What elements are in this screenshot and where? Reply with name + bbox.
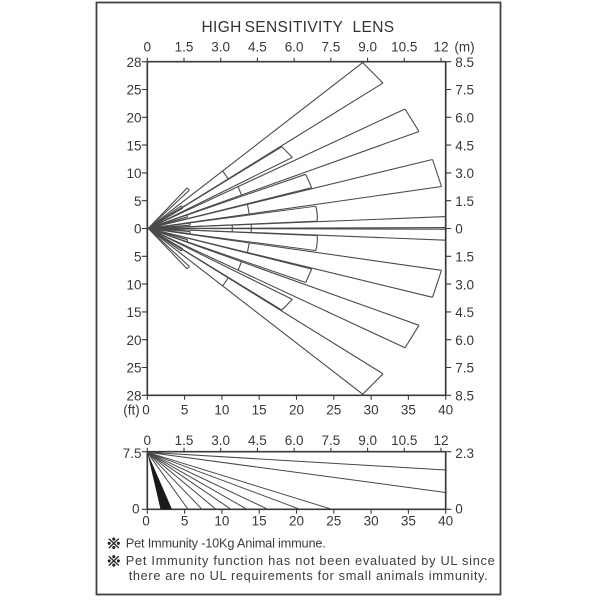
svg-text:5: 5 — [134, 250, 142, 265]
svg-text:5: 5 — [134, 194, 142, 209]
svg-text:there are no UL requirements f: there are no UL requirements for small a… — [129, 568, 488, 583]
svg-text:12: 12 — [433, 40, 448, 55]
svg-text:2.3: 2.3 — [455, 446, 474, 461]
svg-text:4.5: 4.5 — [248, 40, 267, 55]
svg-text:40: 40 — [438, 403, 453, 418]
svg-text:6.0: 6.0 — [285, 40, 304, 55]
svg-text:0: 0 — [134, 222, 142, 237]
svg-text:10: 10 — [214, 403, 229, 418]
svg-text:4.5: 4.5 — [455, 138, 474, 153]
svg-text:9.0: 9.0 — [358, 40, 377, 55]
svg-text:20: 20 — [289, 514, 304, 529]
svg-text:25: 25 — [126, 83, 141, 98]
svg-text:15: 15 — [126, 305, 141, 320]
svg-text:28: 28 — [126, 55, 141, 70]
svg-text:30: 30 — [364, 514, 379, 529]
svg-text:20: 20 — [126, 333, 141, 348]
svg-text:3.0: 3.0 — [211, 40, 230, 55]
svg-text:10.5: 10.5 — [391, 40, 417, 55]
svg-text:5: 5 — [181, 403, 189, 418]
svg-text:1.5: 1.5 — [175, 433, 194, 448]
svg-text:30: 30 — [364, 403, 379, 418]
svg-text:3.0: 3.0 — [455, 166, 474, 181]
svg-text:3.0: 3.0 — [211, 433, 230, 448]
svg-text:25: 25 — [326, 514, 341, 529]
svg-text:35: 35 — [401, 403, 416, 418]
svg-text:9.0: 9.0 — [358, 433, 377, 448]
svg-text:1.5: 1.5 — [455, 194, 474, 209]
svg-text:4.5: 4.5 — [248, 433, 267, 448]
svg-text:7.5: 7.5 — [322, 433, 341, 448]
svg-text:35: 35 — [401, 514, 416, 529]
svg-text:15: 15 — [252, 403, 267, 418]
svg-text:HIGH SENSITIVITY LENS: HIGH SENSITIVITY LENS — [202, 19, 395, 36]
svg-text:25: 25 — [326, 403, 341, 418]
svg-text:25: 25 — [126, 361, 141, 376]
svg-text:10: 10 — [126, 166, 141, 181]
svg-text:7.5: 7.5 — [322, 40, 341, 55]
svg-text:0: 0 — [144, 40, 152, 55]
svg-text:0: 0 — [144, 433, 152, 448]
svg-text:0: 0 — [142, 514, 150, 529]
svg-text:20: 20 — [289, 403, 304, 418]
svg-text:5: 5 — [181, 514, 189, 529]
svg-text:1.5: 1.5 — [175, 40, 194, 55]
svg-text:28: 28 — [126, 389, 141, 404]
svg-text:4.5: 4.5 — [455, 305, 474, 320]
svg-text:0: 0 — [455, 502, 463, 517]
svg-text:7.5: 7.5 — [123, 446, 142, 461]
svg-text:15: 15 — [252, 514, 267, 529]
svg-text:10: 10 — [214, 514, 229, 529]
svg-text:8.5: 8.5 — [455, 55, 474, 70]
svg-text:10: 10 — [126, 277, 141, 292]
svg-text:0: 0 — [455, 222, 463, 237]
svg-text:15: 15 — [126, 138, 141, 153]
svg-text:8.5: 8.5 — [455, 389, 474, 404]
svg-text:6.0: 6.0 — [285, 433, 304, 448]
svg-text:(m): (m) — [454, 40, 474, 55]
svg-text:(ft): (ft) — [123, 403, 140, 418]
svg-text:1.5: 1.5 — [455, 250, 474, 265]
svg-text:6.0: 6.0 — [455, 111, 474, 126]
svg-text:10.5: 10.5 — [391, 433, 417, 448]
svg-text:3.0: 3.0 — [455, 277, 474, 292]
svg-text:20: 20 — [126, 111, 141, 126]
svg-text:0: 0 — [132, 502, 140, 517]
svg-text:0: 0 — [142, 403, 150, 418]
svg-text:Pet Immunity -10Kg Animal immu: Pet Immunity -10Kg Animal immune. — [126, 536, 326, 551]
svg-text:7.5: 7.5 — [455, 83, 474, 98]
svg-text:7.5: 7.5 — [455, 361, 474, 376]
svg-text:12: 12 — [433, 433, 448, 448]
svg-text:6.0: 6.0 — [455, 333, 474, 348]
svg-text:Pet Immunity function has not: Pet Immunity function has not been evalu… — [126, 553, 495, 568]
svg-text:40: 40 — [438, 514, 453, 529]
